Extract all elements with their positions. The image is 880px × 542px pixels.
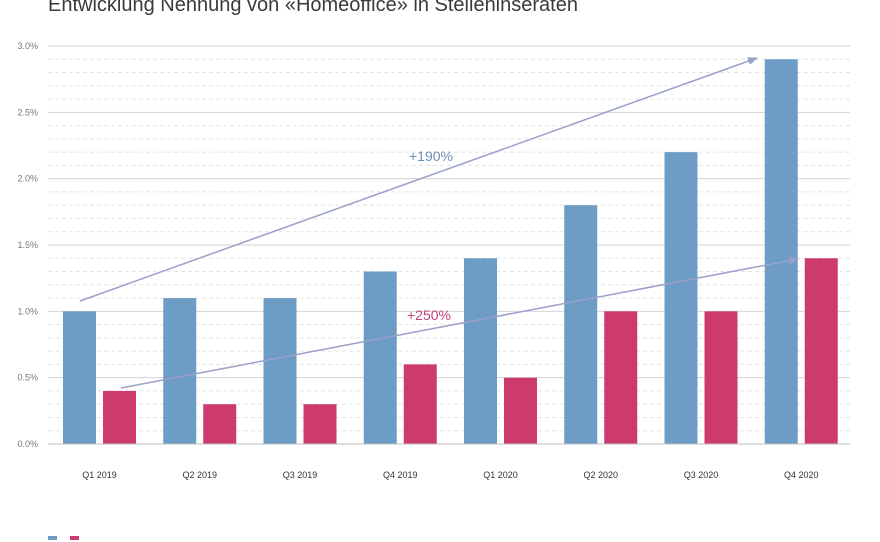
bar <box>704 311 738 444</box>
legend <box>48 533 82 542</box>
x-tick-label: Q1 2020 <box>483 470 518 480</box>
y-tick-label: 2.0% <box>17 174 38 184</box>
growth-annotation: +250% <box>407 307 451 323</box>
bar <box>363 271 397 444</box>
growth-annotation: +190% <box>409 148 453 164</box>
trend-arrow <box>79 57 758 302</box>
bar <box>203 404 237 444</box>
x-tick-label: Q1 2019 <box>82 470 117 480</box>
bar <box>464 258 497 444</box>
bar <box>764 59 798 445</box>
bar <box>103 390 136 444</box>
x-tick-label: Q3 2019 <box>283 470 318 480</box>
trend-arrow <box>120 256 799 389</box>
bar <box>564 205 598 444</box>
bar <box>604 311 638 444</box>
bar <box>63 311 96 444</box>
y-tick-label: 0.0% <box>17 439 38 449</box>
x-tick-label: Q2 2020 <box>583 470 618 480</box>
bar <box>504 377 537 444</box>
y-tick-label: 1.0% <box>17 306 38 316</box>
x-tick-label: Q2 2019 <box>182 470 217 480</box>
legend-item-1 <box>48 533 60 542</box>
bar <box>804 258 838 444</box>
bar <box>263 298 297 444</box>
x-tick-label: Q4 2019 <box>383 470 418 480</box>
legend-item-2 <box>70 533 82 542</box>
bar <box>303 404 337 444</box>
chart-title: Entwicklung Nennung von «Homeoffice» in … <box>48 0 578 16</box>
bar <box>403 364 437 444</box>
x-tick-label: Q4 2020 <box>784 470 819 480</box>
y-tick-label: 1.5% <box>17 240 38 250</box>
x-tick-label: Q3 2020 <box>684 470 719 480</box>
y-tick-label: 3.0% <box>17 41 38 51</box>
y-tick-label: 0.5% <box>17 373 38 383</box>
y-tick-label: 2.5% <box>17 107 38 117</box>
bar <box>163 298 197 444</box>
bar <box>664 152 698 444</box>
